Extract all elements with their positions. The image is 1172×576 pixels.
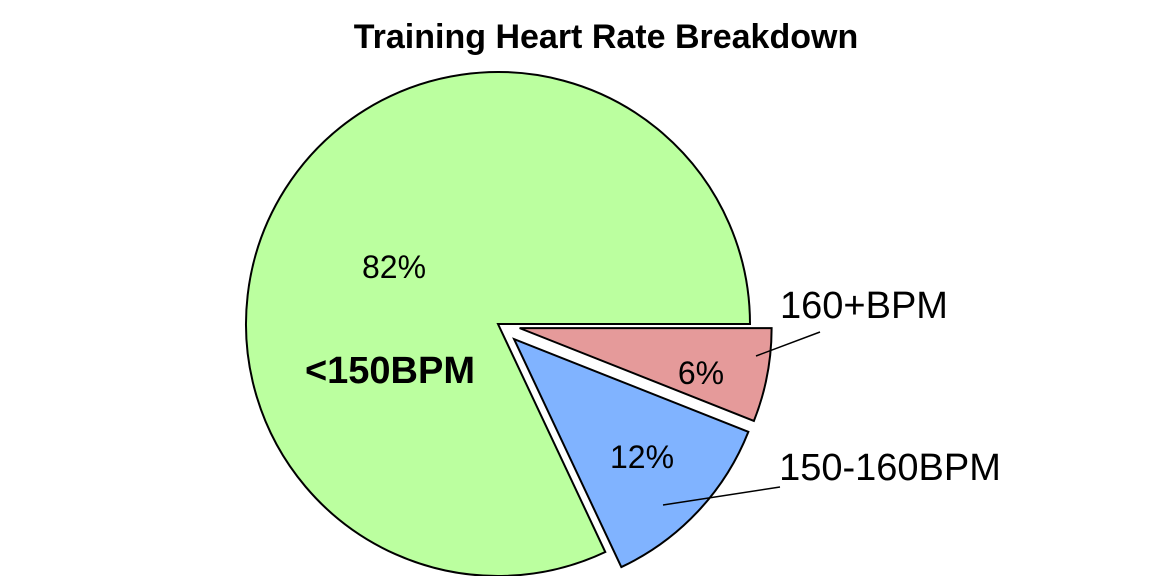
chart-title: Training Heart Rate Breakdown (354, 18, 858, 56)
pie-slice (245, 71, 752, 576)
slice-percent-label: 12% (610, 439, 674, 475)
pie-slice (512, 337, 750, 569)
pie-slice (519, 327, 773, 423)
slice-category-label: 150-160BPM (779, 447, 1001, 489)
slice-percent-label: 82% (362, 249, 426, 285)
slice-percent-label: 6% (678, 355, 724, 391)
leader-line (662, 486, 781, 506)
leader-line (755, 331, 821, 357)
slice-category-label: 160+BPM (780, 285, 948, 327)
slice-category-label: <150BPM (305, 350, 475, 392)
